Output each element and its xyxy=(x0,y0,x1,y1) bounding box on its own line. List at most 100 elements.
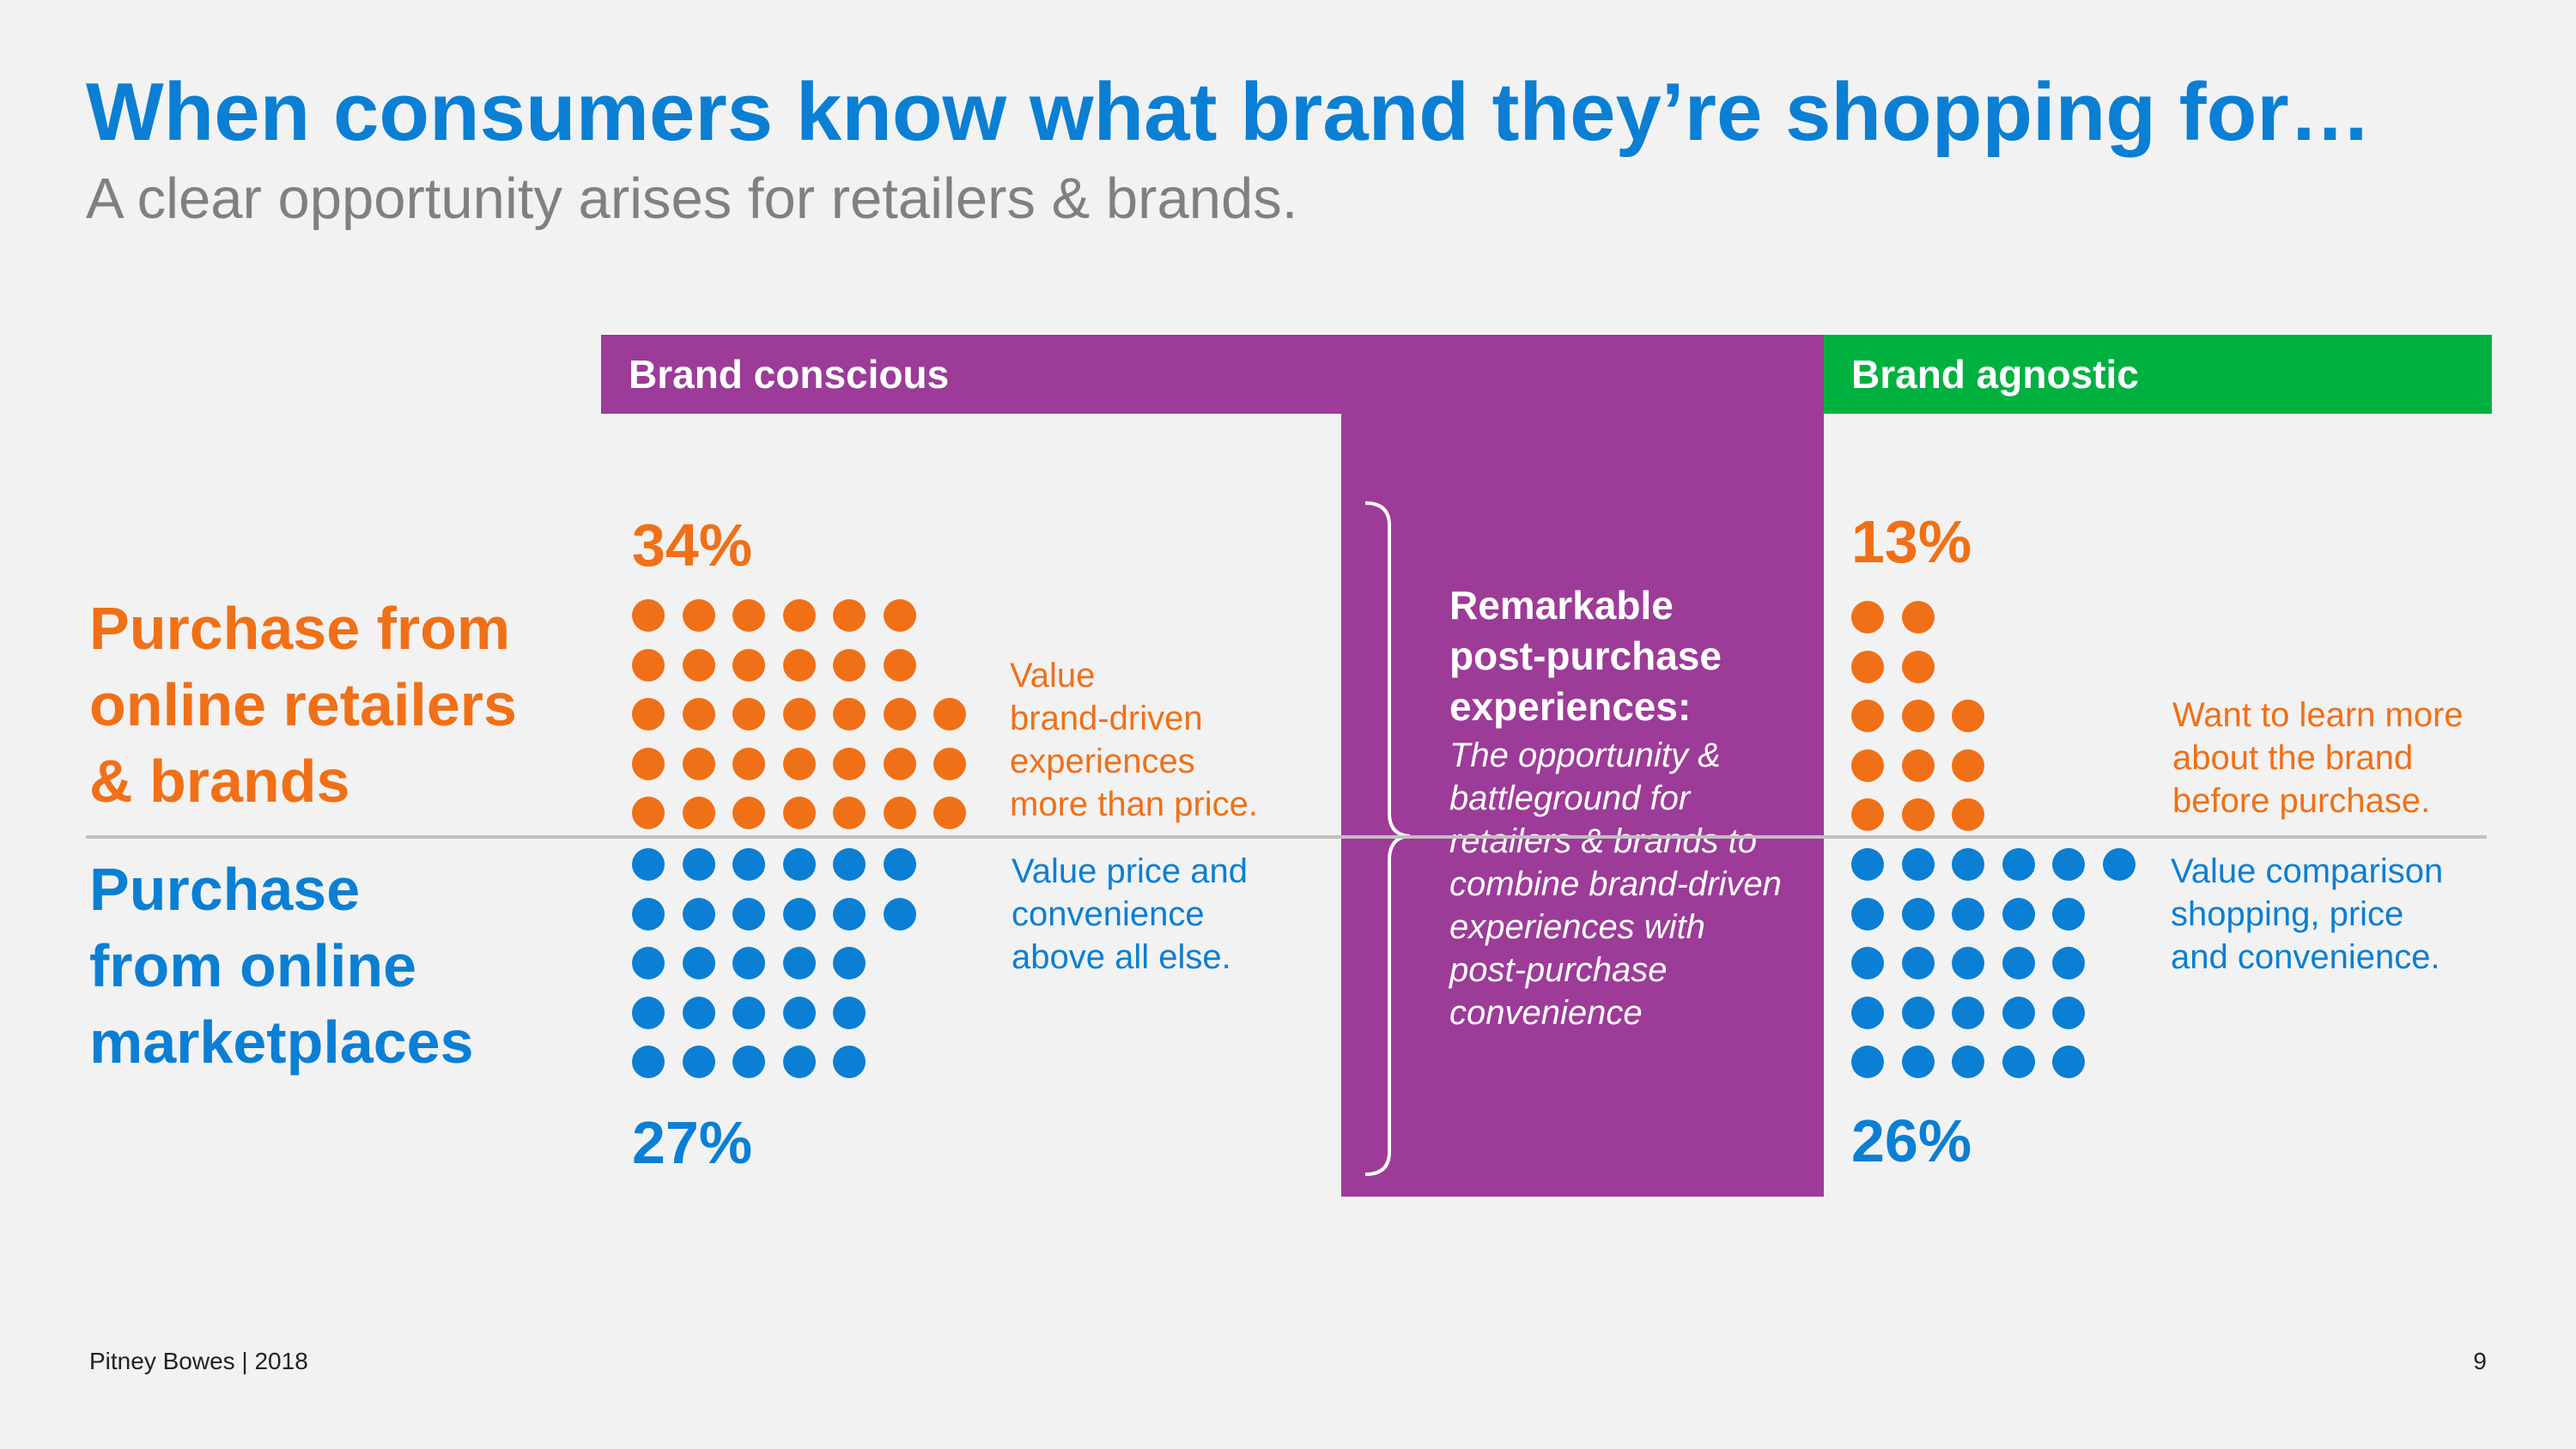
column-header-brand-conscious: Brand conscious xyxy=(601,335,1824,414)
dot xyxy=(2102,848,2136,881)
dot xyxy=(2002,1046,2035,1078)
dot xyxy=(632,1046,665,1078)
dot xyxy=(682,797,715,829)
dot xyxy=(883,648,916,682)
dot xyxy=(732,897,765,931)
dot xyxy=(2052,1046,2085,1078)
callout-body-line: battleground for xyxy=(1449,779,1691,817)
dot xyxy=(833,797,866,829)
dot xyxy=(1952,749,1984,782)
dot xyxy=(782,599,816,632)
percent-conscious-marketplaces: 27% xyxy=(632,1109,753,1176)
dot xyxy=(883,797,916,829)
dot xyxy=(732,848,765,881)
dot xyxy=(782,947,816,979)
dot xyxy=(933,698,966,731)
dot xyxy=(933,747,966,780)
dot xyxy=(732,947,765,979)
dot xyxy=(1952,996,1984,1029)
percent-conscious-retailers: 34% xyxy=(632,512,753,579)
dot xyxy=(2052,897,2085,931)
desc-conscious-marketplaces: Value price and convenience above all el… xyxy=(1012,850,1248,979)
footer-source: Pitney Bowes | 2018 xyxy=(89,1348,308,1374)
desc-agnostic-marketplaces: Value comparison shopping, price and con… xyxy=(2171,850,2443,979)
dot xyxy=(883,848,916,881)
dot xyxy=(1901,650,1935,683)
callout-body-line: The opportunity & xyxy=(1449,737,1721,774)
dot xyxy=(1901,947,1935,979)
desc-line: Value price and xyxy=(1012,852,1248,890)
dot xyxy=(1901,700,1935,732)
dot xyxy=(782,848,816,881)
desc-line: above all else. xyxy=(1012,938,1231,976)
dot xyxy=(732,648,765,682)
dot xyxy=(1901,996,1935,1029)
dot xyxy=(782,747,816,780)
curly-brace-icon xyxy=(1364,501,1410,1176)
dot xyxy=(2052,947,2085,979)
dot xyxy=(1851,749,1884,782)
dot xyxy=(1901,601,1935,634)
desc-line: brand-driven xyxy=(1010,700,1203,737)
dot xyxy=(682,648,715,682)
dot xyxy=(1851,650,1884,683)
dot xyxy=(682,947,715,979)
desc-line: before purchase. xyxy=(2172,782,2431,820)
dot xyxy=(833,747,866,780)
desc-agnostic-retailers: Want to learn more about the brand befor… xyxy=(2172,694,2464,822)
slide-subtitle: A clear opportunity arises for retailers… xyxy=(86,167,1298,231)
dot xyxy=(632,996,665,1029)
desc-line: and convenience. xyxy=(2171,938,2440,976)
dot xyxy=(1901,749,1935,782)
desc-line: experiences xyxy=(1010,743,1195,780)
dot xyxy=(1851,798,1884,831)
dot xyxy=(682,698,715,731)
dot xyxy=(732,599,765,632)
percent-agnostic-retailers: 13% xyxy=(1851,508,1972,575)
dot xyxy=(1952,897,1984,931)
dot xyxy=(2052,996,2085,1029)
dot xyxy=(833,897,866,931)
dot xyxy=(682,599,715,632)
dot xyxy=(1952,700,1984,732)
desc-line: convenience xyxy=(1012,895,1205,933)
callout-body-line: combine brand-driven xyxy=(1449,865,1782,903)
dot xyxy=(1952,798,1984,831)
dot xyxy=(2002,848,2035,881)
percent-agnostic-marketplaces: 26% xyxy=(1851,1107,1972,1174)
dot xyxy=(782,996,816,1029)
page-number: 9 xyxy=(2473,1348,2487,1374)
dot xyxy=(782,797,816,829)
dot xyxy=(732,698,765,731)
dot xyxy=(933,797,966,829)
row-label-line: marketplaces xyxy=(89,1009,474,1076)
dot xyxy=(732,1046,765,1078)
dot xyxy=(1952,848,1984,881)
dot xyxy=(1901,848,1935,881)
dot xyxy=(1901,897,1935,931)
dot xyxy=(782,698,816,731)
row-label-line: from online xyxy=(89,932,417,999)
dot xyxy=(883,599,916,632)
dot xyxy=(1901,1046,1935,1078)
dot xyxy=(1851,700,1884,732)
dot xyxy=(833,698,866,731)
desc-line: about the brand xyxy=(2172,739,2414,777)
dot xyxy=(632,747,665,780)
dot xyxy=(2002,897,2035,931)
dot xyxy=(782,1046,816,1078)
dot xyxy=(682,897,715,931)
dot xyxy=(2052,848,2085,881)
dot xyxy=(732,747,765,780)
dot xyxy=(833,599,866,632)
dot xyxy=(682,996,715,1029)
dot xyxy=(833,996,866,1029)
dot xyxy=(632,648,665,682)
callout-body-line: convenience xyxy=(1449,994,1643,1032)
dot xyxy=(782,648,816,682)
dot xyxy=(682,747,715,780)
dot xyxy=(732,996,765,1029)
dot xyxy=(1952,947,1984,979)
column-header-brand-agnostic: Brand agnostic xyxy=(1824,335,2492,414)
row-label-line: Purchase from xyxy=(89,595,511,662)
